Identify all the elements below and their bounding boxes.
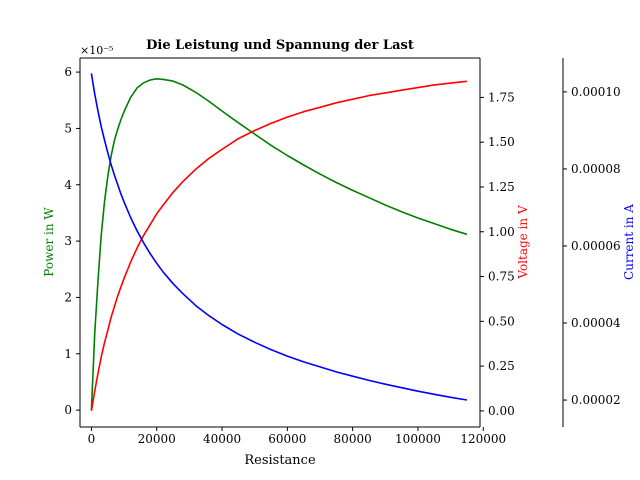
voltage-tick-label: 1.50 [488,135,515,149]
current-axis-label: Current in A [622,204,636,280]
x-tick-label: 20000 [138,432,176,446]
power-tick-label: 4 [64,178,72,192]
voltage-tick-label: 0.00 [488,404,515,418]
voltage-axis-label: Voltage in V [516,205,530,280]
x-tick-label: 40000 [203,432,241,446]
power-tick-label: 0 [64,403,72,417]
current-tick-label: 0.00006 [571,239,621,253]
voltage-tick-label: 0.75 [488,270,515,284]
power-tick-label: 2 [64,290,72,304]
voltage-tick-label: 1.00 [488,225,515,239]
power-tick-label: 1 [64,347,72,361]
chart-title: Die Leistung und Spannung der Last [146,38,414,53]
current-tick-label: 0.00010 [571,85,621,99]
x-tick-label: 120000 [460,432,506,446]
power-series-line [90,78,468,411]
x-tick-label: 100000 [395,432,441,446]
voltage-series-line [90,80,467,412]
voltage-tick-label: 0.25 [488,359,515,373]
current-tick-label: 0.00004 [571,316,621,330]
power-axis-label: Power in W [42,207,56,277]
current-series-line [90,73,468,401]
current-tick-label: 0.00002 [571,393,621,407]
voltage-tick-label: 1.75 [488,90,515,104]
x-tick-label: 0 [88,432,96,446]
voltage-tick-label: 1.25 [488,180,515,194]
x-tick-label: 80000 [334,432,372,446]
power-tick-label: 6 [64,65,72,79]
power-tick-label: 5 [64,121,72,135]
voltage-tick-label: 0.50 [488,314,515,328]
current-tick-label: 0.00008 [571,162,621,176]
x-axis-label: Resistance [244,453,316,468]
power-offset-text: ×10⁻⁵ [80,44,113,57]
x-tick-label: 60000 [268,432,306,446]
chart-marks: 0 20000 40000 60000 80000 100000 120000 0 1 2 3 4 5 6… [64,57,621,446]
power-tick-label: 3 [64,234,72,248]
